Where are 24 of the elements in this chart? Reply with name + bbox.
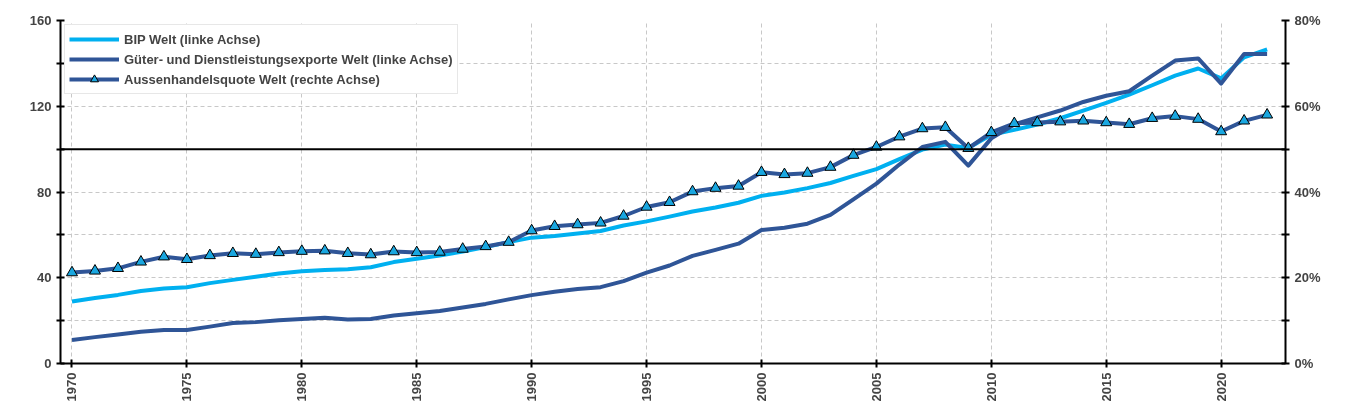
y-tick-label: 40 [37,270,52,286]
x-tick-label: 2010 [983,372,999,402]
y-tick-label: 80 [37,184,52,200]
y2-tick-label: 20% [1294,270,1321,286]
x-tick-label: 1990 [524,372,540,402]
x-tick-label: 2020 [1213,372,1229,402]
y-tick-label: 160 [29,13,52,28]
legend-label: Güter- und Dienstleistungsexporte Welt (linke Achse) [124,51,453,67]
x-tick-label: 2015 [1098,372,1114,402]
x-tick-label: 2000 [753,372,769,402]
x-tick-label: 1985 [409,372,425,402]
x-tick-label: 1975 [179,372,195,402]
x-tick-label: 2005 [868,372,884,402]
legend-label: BIP Welt (linke Achse) [124,31,261,47]
y2-tick-label: 40% [1294,184,1321,200]
y2-tick-label: 60% [1294,98,1321,114]
x-tick-label: 1970 [64,372,80,402]
x-tick-label: 1995 [639,372,655,402]
x-tick-label: 1980 [294,372,310,402]
y-tick-label: 0 [44,356,52,371]
y2-tick-label: 80% [1294,13,1321,28]
y-tick-label: 120 [29,98,52,114]
y2-tick-label: 0% [1294,356,1314,371]
legend-label: Aussenhandelsquote Welt (rechte Achse) [124,71,380,87]
